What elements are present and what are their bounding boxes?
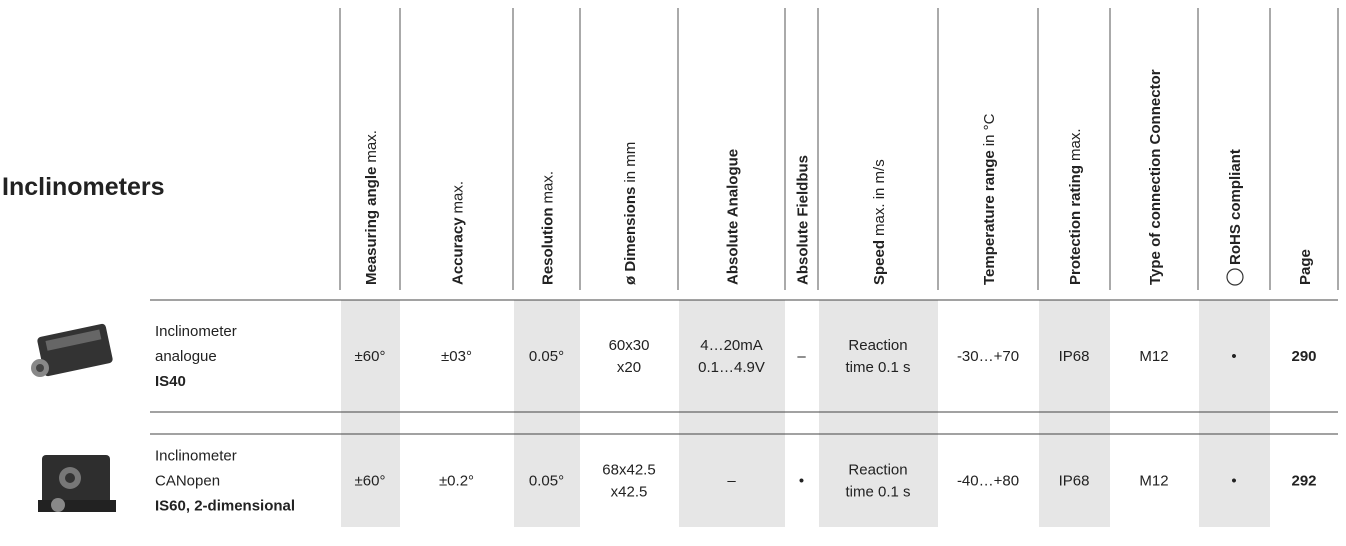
cell-value: •: [799, 473, 804, 490]
column-header: Type of connection Connector: [1147, 69, 1164, 285]
column-header: Accuracy max.: [450, 181, 467, 285]
column-header: Measuring angle max.: [363, 130, 380, 285]
cell-value: time 0.1 s: [845, 484, 910, 501]
cell-value: -30…+70: [957, 348, 1019, 365]
header-bold: Protection rating: [1067, 165, 1084, 285]
cell-value: 60x30: [609, 337, 650, 354]
shaded-column: [341, 300, 400, 527]
header-bold: RoHS compliant: [1227, 149, 1244, 265]
header-bold: Page: [1297, 249, 1314, 285]
header-bold: ø Dimensions: [622, 187, 639, 285]
header-normal: max.: [450, 181, 467, 214]
cell-value: 290: [1291, 348, 1316, 365]
cell-value: x42.5: [611, 484, 648, 501]
product-name: Inclinometer: [155, 323, 237, 340]
cell-value: Reaction: [848, 462, 907, 479]
header-bold: Absolute Analogue: [725, 149, 742, 285]
rohs-icon: [1227, 269, 1243, 285]
product-table: Inclinometers Measuring anglemax.Accurac…: [0, 0, 1346, 546]
cell-value: 0.05°: [529, 348, 564, 365]
cell-value: -40…+80: [957, 473, 1019, 490]
header-bold: Speed: [871, 240, 888, 285]
cell-value: •: [1231, 348, 1236, 365]
column-header: Absolute Fieldbus: [795, 155, 812, 285]
cell-value: IP68: [1059, 348, 1090, 365]
header-bold: Measuring angle: [363, 167, 380, 285]
product-model: IS60, 2-dimensional: [155, 498, 295, 515]
cell-value: ±60°: [355, 473, 386, 490]
cell-value: ±0.2°: [439, 473, 474, 490]
column-shading: [341, 300, 1270, 527]
product-model: IS40: [155, 373, 186, 390]
cell-value: •: [1231, 473, 1236, 490]
column-header: Page: [1297, 249, 1314, 285]
cell-value: IP68: [1059, 473, 1090, 490]
cell-value: –: [727, 473, 736, 490]
header-normal: max.: [363, 130, 380, 163]
header-normal: in mm: [622, 142, 639, 183]
cell-value: 292: [1291, 473, 1316, 490]
product-name: Inclinometer: [155, 448, 237, 465]
cell-value: time 0.1 s: [845, 359, 910, 376]
product-name: analogue: [155, 348, 217, 365]
cell-value: –: [797, 348, 806, 365]
cell-value: 0.05°: [529, 473, 564, 490]
column-header: Protection rating max.: [1067, 128, 1084, 285]
cell-value: Reaction: [848, 337, 907, 354]
page: Inclinometers Measuring anglemax.Accurac…: [0, 0, 1346, 546]
product-image: [38, 455, 116, 512]
section-title: Inclinometers: [2, 173, 165, 201]
column-header: RoHS compliant: [1227, 149, 1244, 265]
header-normal: in °C: [981, 113, 998, 146]
cell-value: ±03°: [441, 348, 472, 365]
cell-value: ±60°: [355, 348, 386, 365]
column-header: Temperature range in °C: [981, 113, 998, 285]
cell-value: M12: [1139, 473, 1168, 490]
column-header: Resolution max.: [540, 171, 557, 285]
header-normal: max.: [1067, 128, 1084, 161]
cell-value: x20: [617, 359, 641, 376]
header-normal: max. in m/s: [871, 159, 888, 236]
cell-value: 68x42.5: [602, 462, 655, 479]
cell-value: 0.1…4.9V: [698, 359, 765, 376]
column-header: Speed max. in m/s: [871, 159, 888, 285]
cell-value: 4…20mA: [700, 337, 763, 354]
shaded-column: [1199, 300, 1270, 527]
product-name: CANopen: [155, 473, 220, 490]
header-bold: Temperature range: [981, 150, 998, 285]
column-header: Absolute Analogue: [725, 149, 742, 285]
column-header: ø Dimensions in mm: [622, 142, 639, 285]
shaded-column: [1039, 300, 1110, 527]
header-bold: Absolute Fieldbus: [795, 155, 812, 285]
header-bold: Resolution: [540, 208, 557, 286]
header-bold: Type of connection Connector: [1147, 69, 1164, 285]
shaded-column: [679, 300, 785, 527]
header-bold: Accuracy: [450, 217, 467, 285]
product-image: [31, 323, 113, 377]
header-normal: max.: [540, 171, 557, 204]
shaded-column: [514, 300, 580, 527]
cell-value: M12: [1139, 348, 1168, 365]
